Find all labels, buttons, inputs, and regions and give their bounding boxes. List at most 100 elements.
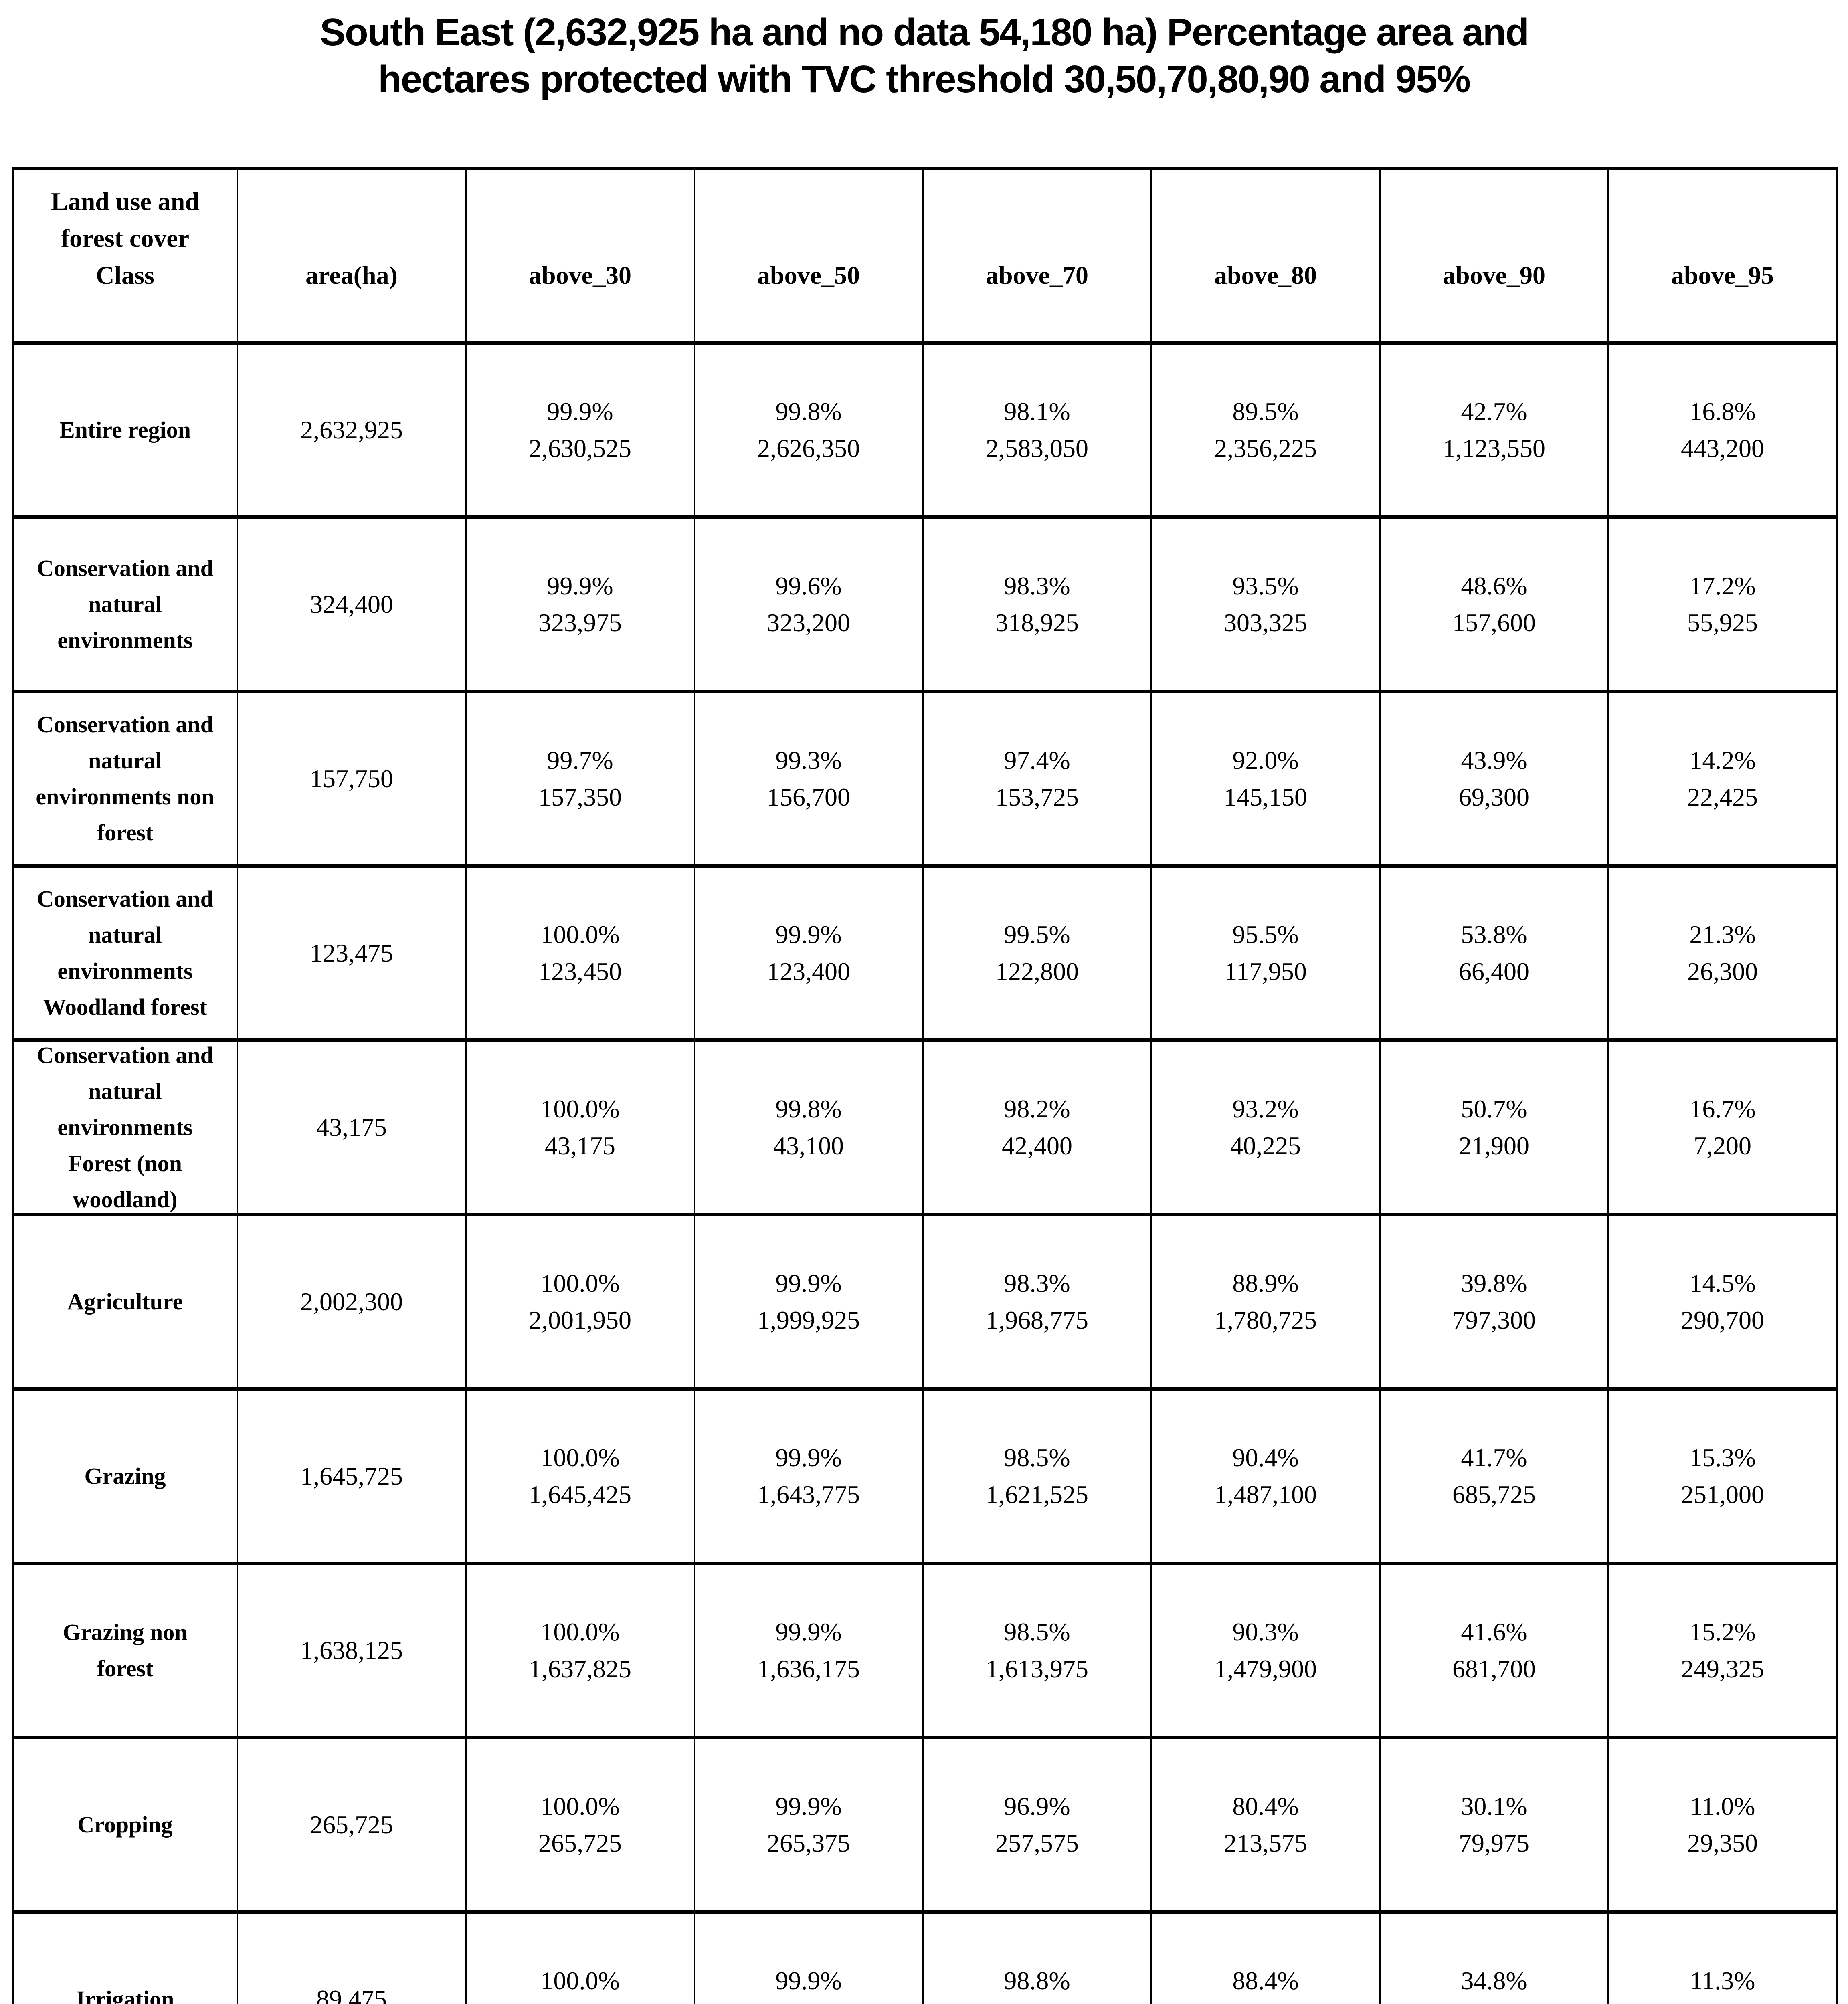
percent-value: 16.8% — [1689, 397, 1756, 426]
percent-value: 100.0% — [540, 1095, 620, 1123]
percent-value: 90.3% — [1232, 1618, 1299, 1646]
hectares-value: 123,400 — [767, 957, 850, 986]
row-label: Grazing non forest — [63, 1619, 188, 1682]
percent-value: 99.9% — [547, 572, 613, 600]
hectares-value: 443,200 — [1681, 434, 1764, 463]
area-cell: 2,632,925 — [300, 416, 403, 444]
percent-value: 39.8% — [1461, 1269, 1527, 1298]
area-cell: 43,175 — [316, 1113, 387, 1142]
hectares-value: 43,175 — [545, 1131, 615, 1160]
percent-value: 99.9% — [547, 397, 613, 426]
data-cell-above-80: 88.9% 1,780,725 — [1152, 1216, 1379, 1387]
data-cell-above-80: 92.0% 145,150 — [1152, 693, 1379, 864]
data-cell-above-90: 30.1% 79,975 — [1381, 1739, 1607, 1910]
hectares-value: 257,575 — [995, 1829, 1079, 1858]
percent-value: 99.9% — [775, 1792, 842, 1821]
percent-value: 100.0% — [540, 1269, 620, 1298]
percent-value: 15.2% — [1689, 1618, 1756, 1646]
table-row: Entire region 2,632,925 99.9% 2,630,525 … — [12, 341, 1838, 519]
data-cell-above-70: 98.8% 88,425 — [924, 1914, 1150, 2004]
hectares-value: 251,000 — [1681, 1480, 1764, 1509]
percent-value: 30.1% — [1461, 1792, 1527, 1821]
data-cell-above-50: 99.9% 265,375 — [695, 1739, 922, 1910]
column-header-above-70: above_70 — [986, 261, 1088, 290]
percent-value: 93.5% — [1232, 572, 1299, 600]
percent-value: 99.6% — [775, 572, 842, 600]
hectares-value: 79,100 — [1230, 1999, 1301, 2004]
data-cell-above-70: 98.3% 318,925 — [924, 519, 1150, 690]
percent-value: 34.8% — [1461, 1966, 1527, 1995]
hectares-value: 88,425 — [1002, 1999, 1072, 2004]
data-cell-above-90: 43.9% 69,300 — [1381, 693, 1607, 864]
percent-value: 99.9% — [775, 1966, 842, 1995]
hectares-value: 29,350 — [1687, 1829, 1758, 1858]
hectares-value: 69,300 — [1459, 783, 1529, 812]
area-cell: 1,638,125 — [300, 1636, 403, 1665]
data-cell-above-50: 99.9% 1,643,775 — [695, 1391, 922, 1562]
percent-value: 89.5% — [1232, 397, 1299, 426]
percent-value: 15.3% — [1689, 1443, 1756, 1472]
percent-value: 17.2% — [1689, 572, 1756, 600]
hectares-value: 318,925 — [995, 608, 1079, 637]
data-cell-above-70: 98.5% 1,621,525 — [924, 1391, 1150, 1562]
percent-value: 88.4% — [1232, 1966, 1299, 1995]
data-cell-above-80: 89.5% 2,356,225 — [1152, 345, 1379, 515]
column-header-class: Land use and forest cover Class — [51, 187, 199, 290]
hectares-value: 797,300 — [1452, 1306, 1536, 1335]
hectares-value: 89,425 — [773, 1999, 844, 2004]
hectares-value: 55,925 — [1687, 608, 1758, 637]
percent-value: 98.3% — [1004, 572, 1070, 600]
data-cell-above-95: 21.3% 26,300 — [1609, 868, 1836, 1038]
data-cell-above-50: 99.9% 123,400 — [695, 868, 922, 1038]
percent-value: 98.2% — [1004, 1095, 1070, 1123]
data-cell-above-50: 99.3% 156,700 — [695, 693, 922, 864]
percent-value: 95.5% — [1232, 920, 1299, 949]
hectares-value: 1,123,550 — [1443, 434, 1545, 463]
percent-value: 99.8% — [775, 1095, 842, 1123]
data-cell-above-90: 53.8% 66,400 — [1381, 868, 1607, 1038]
hectares-value: 681,700 — [1452, 1655, 1536, 1683]
percent-value: 42.7% — [1461, 397, 1527, 426]
data-cell-above-30: 99.9% 323,975 — [467, 519, 694, 690]
row-label: Conservation and natural environments Wo… — [37, 886, 213, 1020]
percent-value: 88.9% — [1232, 1269, 1299, 1298]
hectares-value: 10,075 — [1687, 1999, 1758, 2004]
row-label: Agriculture — [67, 1289, 183, 1315]
percent-value: 93.2% — [1232, 1095, 1299, 1123]
area-cell: 123,475 — [310, 939, 393, 968]
hectares-value: 685,725 — [1452, 1480, 1536, 1509]
percent-value: 98.5% — [1004, 1618, 1070, 1646]
table-body: Entire region 2,632,925 99.9% 2,630,525 … — [12, 341, 1838, 2004]
data-cell-above-70: 98.3% 1,968,775 — [924, 1216, 1150, 1387]
percent-value: 99.8% — [775, 397, 842, 426]
hectares-value: 1,999,925 — [757, 1306, 860, 1335]
table-row: Cropping 265,725 100.0% 265,725 99.9% 26… — [12, 1736, 1838, 1914]
data-cell-above-90: 41.6% 681,700 — [1381, 1565, 1607, 1736]
percent-value: 98.8% — [1004, 1966, 1070, 1995]
area-cell: 324,400 — [310, 590, 393, 619]
percent-value: 53.8% — [1461, 920, 1527, 949]
data-cell-above-50: 99.9% 89,425 — [695, 1914, 922, 2004]
row-label: Conservation and natural environments Fo… — [37, 1042, 213, 1213]
hectares-value: 89,450 — [545, 1999, 615, 2004]
data-cell-above-90: 34.8% 31,175 — [1381, 1914, 1607, 2004]
area-cell: 157,750 — [310, 764, 393, 793]
hectares-value: 265,725 — [538, 1829, 622, 1858]
data-cell-above-70: 98.5% 1,613,975 — [924, 1565, 1150, 1736]
hectares-value: 31,175 — [1459, 1999, 1529, 2004]
data-cell-above-30: 100.0% 43,175 — [467, 1042, 694, 1213]
row-label: Grazing — [84, 1463, 166, 1489]
percent-value: 99.9% — [775, 1443, 842, 1472]
protected-area-table: Land use and forest cover Class area(ha)… — [12, 167, 1838, 2004]
hectares-value: 122,800 — [995, 957, 1079, 986]
hectares-value: 213,575 — [1224, 1829, 1307, 1858]
percent-value: 98.3% — [1004, 1269, 1070, 1298]
hectares-value: 157,350 — [538, 783, 622, 812]
data-cell-above-80: 95.5% 117,950 — [1152, 868, 1379, 1038]
percent-value: 43.9% — [1461, 746, 1527, 775]
percent-value: 92.0% — [1232, 746, 1299, 775]
data-cell-above-30: 100.0% 2,001,950 — [467, 1216, 694, 1387]
data-cell-above-95: 16.7% 7,200 — [1609, 1042, 1836, 1213]
percent-value: 41.7% — [1461, 1443, 1527, 1472]
